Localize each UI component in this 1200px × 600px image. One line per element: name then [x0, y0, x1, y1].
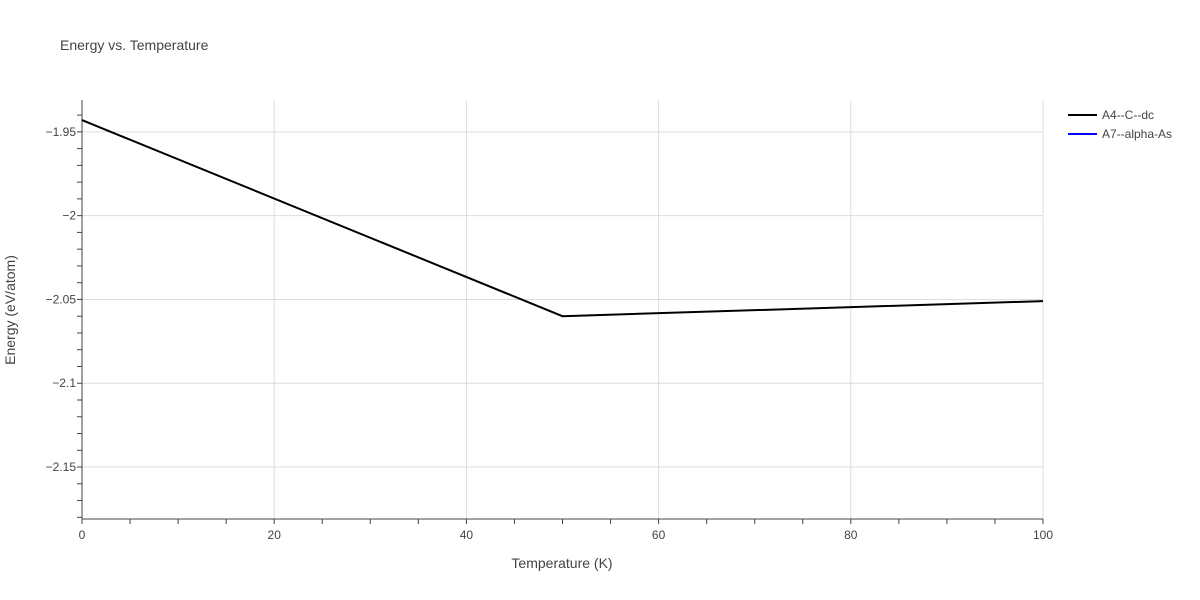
chart-title: Energy vs. Temperature: [60, 37, 209, 53]
x-tick-label: 60: [652, 528, 666, 542]
legend-label: A4--C--dc: [1102, 108, 1154, 122]
y-axis-title: Energy (eV/atom): [2, 255, 18, 365]
y-tick-label: −2.15: [46, 460, 77, 474]
x-tick-label: 20: [268, 528, 282, 542]
legend: A4--C--dc A7--alpha-As: [1068, 108, 1172, 141]
y-tick-label: −2.05: [46, 292, 77, 306]
x-tick-label: 40: [460, 528, 474, 542]
x-tick-label: 80: [844, 528, 858, 542]
x-tick-label: 0: [79, 528, 86, 542]
x-tick-label: 100: [1033, 528, 1053, 542]
y-tick-label: −2: [62, 209, 76, 223]
y-tick-label: −2.1: [52, 376, 76, 390]
grid: [82, 100, 1044, 519]
legend-label: A7--alpha-As: [1102, 127, 1172, 141]
series-line: [81, 119, 1044, 318]
x-axis-title: Temperature (K): [511, 555, 612, 571]
y-tick-label: −1.95: [46, 125, 77, 139]
axes: 0 20 40 60 80 100 −1.95 −2 −2.05 −2.1 −2.15: [46, 100, 1053, 542]
plot-area: [81, 119, 1044, 318]
